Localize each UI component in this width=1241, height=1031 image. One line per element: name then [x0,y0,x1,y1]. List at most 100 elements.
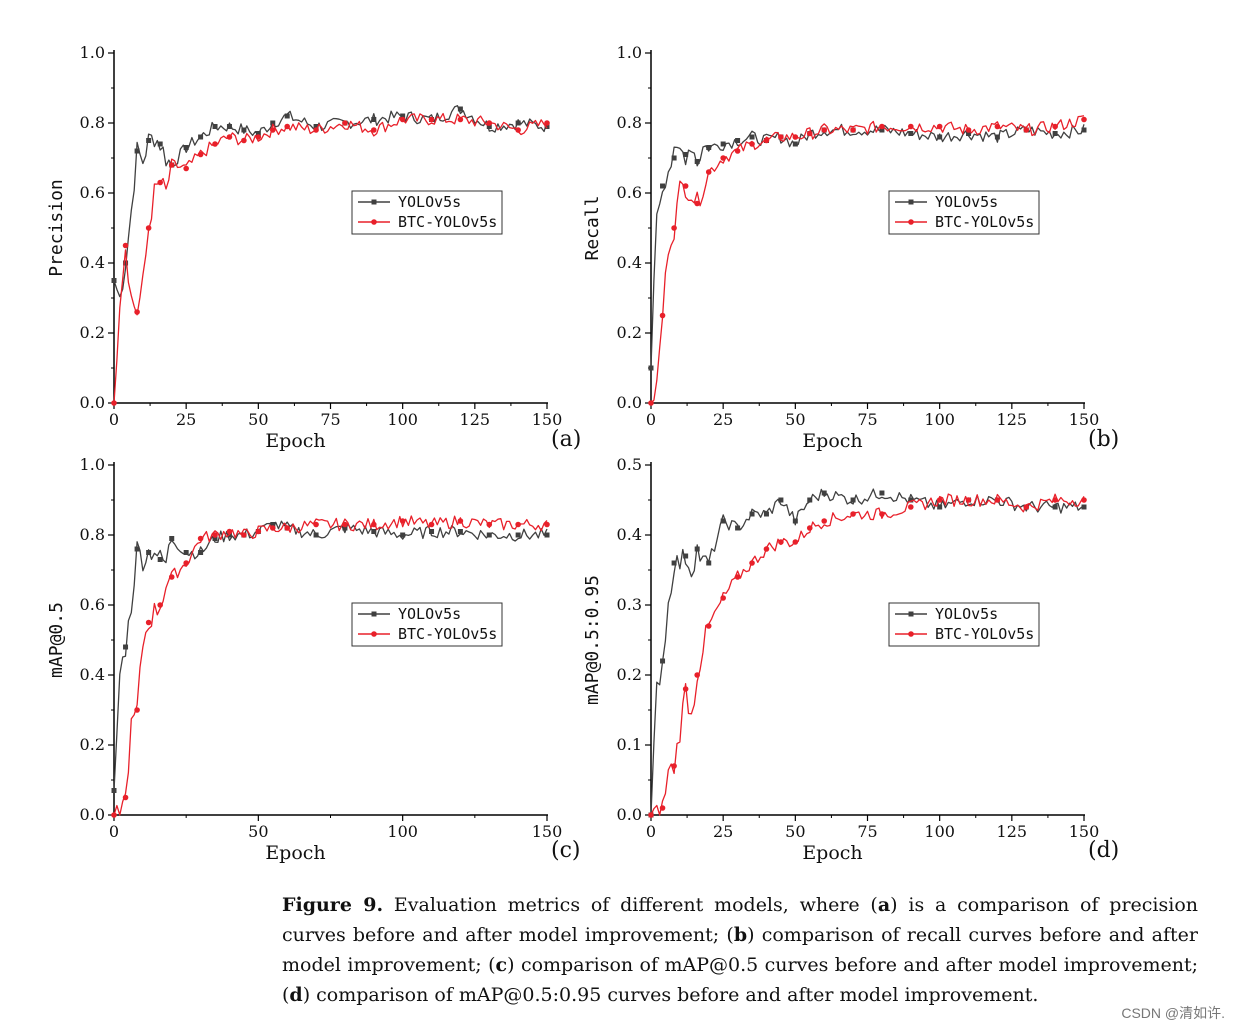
x-tick-label: 150 [1069,822,1100,841]
data-point-btc-yolov5s [226,528,233,535]
x-tick-label: 25 [713,410,733,429]
x-tick-label: 50 [248,410,268,429]
data-point-yolov5s [146,550,152,555]
data-point-btc-yolov5s [936,497,943,503]
data-point-btc-yolov5s [284,123,291,130]
data-point-btc-yolov5s [342,521,348,528]
y-axis-label: mAP@0.5:0.95 [582,575,603,705]
data-point-btc-yolov5s [145,225,152,231]
figure-area: 0.0 0.2 0.4 0.6 0.8 1.0 0 25 50 75 100 125 150 Epoch P… [46,43,1119,864]
data-point-btc-yolov5s [371,127,377,133]
data-point-yolov5s [735,138,741,143]
y-tick-label: 0.8 [617,113,642,132]
y-tick-label: 0.0 [80,805,105,824]
panel-tag: (d) [1088,838,1119,863]
y-tick-label: 1.0 [80,43,105,62]
data-point-btc-yolov5s [486,521,493,528]
data-point-btc-yolov5s [212,532,218,538]
x-tick-label: 100 [924,822,955,841]
series-line-btc-yolov5s [650,115,1085,404]
data-point-btc-yolov5s [720,155,726,161]
data-point-yolov5s [937,504,943,510]
data-point-btc-yolov5s [994,497,1001,503]
x-axis-label: Epoch [802,842,862,864]
data-point-btc-yolov5s [457,116,464,123]
y-tick-label: 0.4 [617,525,642,544]
legend-box [351,602,503,647]
y-tick-label: 0.6 [80,183,105,202]
data-point-btc-yolov5s [850,511,856,517]
data-point-yolov5s [313,532,319,538]
data-point-btc-yolov5s [134,707,140,713]
data-point-btc-yolov5s [1052,123,1058,130]
data-point-yolov5s [908,131,914,136]
series-line-yolov5s [113,105,548,298]
data-point-btc-yolov5s [515,127,521,133]
data-point-yolov5s [134,148,140,154]
y-tick-label: 0.6 [80,595,105,614]
data-point-yolov5s [157,557,163,562]
data-point-yolov5s [226,124,232,129]
legend-box [888,190,1040,235]
data-point-btc-yolov5s [694,200,700,207]
data-point-btc-yolov5s [778,539,784,545]
data-point-btc-yolov5s [792,134,799,140]
legend-label: YOLOv5s [935,605,998,623]
data-point-yolov5s [198,550,204,555]
data-point-btc-yolov5s [821,127,827,133]
y-tick-label: 1.0 [80,455,105,474]
x-axis-label: Epoch [265,842,325,864]
x-tick-label: 150 [532,410,563,429]
legend-label: BTC-YOLOv5s [935,625,1034,643]
data-point-btc-yolov5s [122,794,129,801]
legend-marker-square [371,611,377,617]
y-tick-label: 1.0 [617,43,642,62]
data-point-btc-yolov5s [994,123,1001,130]
legend-label: YOLOv5s [398,193,461,211]
data-point-btc-yolov5s [908,504,914,510]
data-point-yolov5s [457,529,463,534]
data-point-yolov5s [371,529,377,534]
data-point-btc-yolov5s [241,532,247,538]
data-point-yolov5s [1081,504,1087,510]
watermark: CSDN @清如许. [1121,1005,1225,1021]
y-tick-label: 0.2 [80,735,105,754]
data-point-yolov5s [400,113,406,119]
data-point-yolov5s [169,536,175,541]
data-point-yolov5s [241,127,247,133]
data-point-yolov5s [683,553,689,559]
data-point-yolov5s [792,141,798,147]
data-point-yolov5s [400,532,406,538]
data-point-yolov5s [763,511,769,517]
data-point-yolov5s [908,497,914,503]
data-point-yolov5s [486,124,492,129]
data-point-btc-yolov5s [965,127,972,133]
legend-box [888,602,1040,647]
caption-fragment: ) comparison of recall curves before and… [282,924,1198,976]
data-point-yolov5s [821,490,827,496]
series-line-yolov5s [650,488,1085,816]
chart-panel-c: 0.0 0.2 0.4 0.6 0.8 1.0 0 50 100 150 Epoch mAP@0.5 (… [46,455,581,864]
data-point-btc-yolov5s [850,127,856,133]
data-point-yolov5s [544,124,550,129]
panel-tag: (a) [551,427,581,452]
caption-text: Evaluation metrics of different models, … [282,894,1198,1006]
x-tick-label: 150 [1069,410,1100,429]
data-point-yolov5s [749,134,755,140]
data-point-yolov5s [198,134,204,140]
data-point-btc-yolov5s [145,619,152,626]
data-point-btc-yolov5s [1023,127,1030,133]
data-point-yolov5s [486,532,492,538]
data-point-btc-yolov5s [648,400,654,406]
data-point-btc-yolov5s [682,686,689,692]
data-point-btc-yolov5s [648,812,654,818]
x-tick-label: 150 [532,822,563,841]
x-tick-label: 25 [176,410,196,429]
y-tick-label: 0.0 [617,805,642,824]
data-point-yolov5s [720,518,726,524]
data-point-yolov5s [212,536,218,541]
data-point-yolov5s [966,131,972,136]
data-point-yolov5s [660,658,666,664]
data-point-btc-yolov5s [313,127,319,133]
data-point-yolov5s [123,644,129,650]
